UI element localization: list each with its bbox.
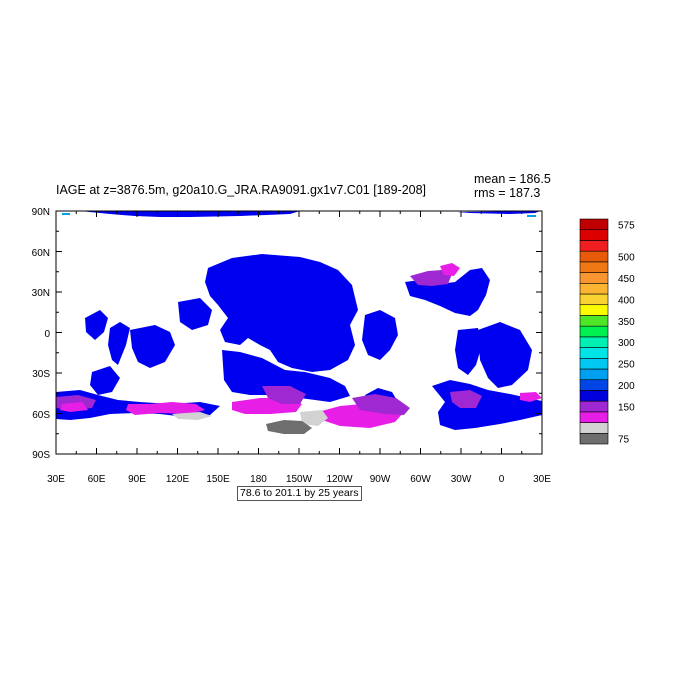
lon-tick-label: 120E <box>166 474 190 485</box>
lon-tick-label: 30E <box>533 474 551 485</box>
colorbar-label: 300 <box>618 338 635 349</box>
colorbar-swatch <box>579 357 609 370</box>
colorbar-swatch <box>579 218 609 231</box>
field-arctic-cyan-left <box>62 213 70 215</box>
lon-tick-label: 150W <box>286 474 313 485</box>
field-arctic-cyan-right <box>527 215 536 217</box>
field-arctic-blue <box>80 211 300 217</box>
colorbar-swatch <box>579 250 609 263</box>
colorbar-label: 500 <box>618 253 635 264</box>
field-purple-pacific-east <box>352 394 410 415</box>
colorbar-swatch <box>579 422 609 434</box>
lon-tick-label: 150E <box>206 474 230 485</box>
field-indian-south <box>90 366 120 395</box>
colorbar-label: 400 <box>618 295 635 306</box>
field-indian-east <box>85 310 108 340</box>
colorbar-swatch <box>579 379 609 391</box>
field-atlantic-east <box>478 322 532 388</box>
field-magenta-west <box>60 402 88 412</box>
lon-tick-label: 60E <box>88 474 106 485</box>
colorbar-swatch <box>579 336 609 348</box>
field-magenta-north-atlantic <box>440 263 460 276</box>
field-pacific-north <box>205 254 358 372</box>
field-pacific-east <box>362 310 398 360</box>
lat-tick-label: 30N <box>32 288 50 299</box>
field-magenta-atlantic <box>520 392 542 402</box>
field-atlantic-central <box>455 328 482 375</box>
field-magenta-indian <box>126 402 205 415</box>
lat-tick-label: 0 <box>44 329 50 340</box>
lon-tick-label: 180 <box>250 474 267 485</box>
lon-tick-label: 30W <box>451 474 472 485</box>
field-grey-dark <box>266 420 312 434</box>
colorbar-swatch <box>579 261 609 273</box>
lon-tick-label: 90E <box>128 474 146 485</box>
colorbar-swatch <box>579 293 609 306</box>
field-atlantic-south <box>432 380 542 430</box>
field-purple-pacific <box>262 386 306 404</box>
colorbar-swatch <box>579 411 609 423</box>
field-indian-west <box>108 322 130 365</box>
colorbar <box>579 218 609 445</box>
colorbar-swatch <box>579 400 609 413</box>
colorbar-label: 575 <box>618 220 635 231</box>
lon-tick-label: 120W <box>326 474 353 485</box>
lon-tick-label: 0 <box>499 474 505 485</box>
rms-value: rms = 187.3 <box>474 186 541 200</box>
field-north-atlantic <box>405 268 490 316</box>
lat-tick-label: 90N <box>32 207 50 218</box>
field-purple-atlantic <box>450 390 482 408</box>
field-pacific-west <box>178 298 212 330</box>
colorbar-swatch <box>579 282 609 295</box>
colorbar-label: 250 <box>618 360 635 371</box>
colorbar-swatch <box>579 325 609 338</box>
lat-tick-label: 60S <box>32 410 50 421</box>
lat-tick-label: 60N <box>32 248 50 259</box>
lon-tick-label: 60W <box>410 474 431 485</box>
map-field <box>56 211 542 434</box>
mean-value: mean = 186.5 <box>474 172 551 186</box>
field-indian-center <box>130 325 175 368</box>
field-purple-north-atlantic <box>410 270 452 286</box>
colorbar-swatch <box>579 390 609 402</box>
colorbar-label: 200 <box>618 381 635 392</box>
colorbar-labels: 575 500 450 400 350 300 250 200 150 75 <box>618 220 635 445</box>
colorbar-swatch <box>579 315 609 327</box>
field-pacific-south <box>222 350 350 402</box>
contour-range-note: 78.6 to 201.1 by 25 years <box>237 486 362 501</box>
lat-tick-label: 90S <box>32 450 50 461</box>
lon-tick-label: 90W <box>370 474 391 485</box>
axis-ticks <box>55 210 543 455</box>
colorbar-swatch <box>579 368 609 381</box>
lon-tick-label: 30E <box>47 474 65 485</box>
field-grey-lightgrey-2 <box>300 410 328 426</box>
lat-axis: 90N 60N 30N 0 30S 60S 90S <box>32 207 51 461</box>
colorbar-swatch <box>579 432 609 445</box>
colorbar-label: 75 <box>618 435 630 446</box>
colorbar-label: 350 <box>618 317 635 328</box>
colorbar-label: 450 <box>618 274 635 285</box>
colorbar-swatch <box>579 240 609 252</box>
colorbar-label: 150 <box>618 403 635 414</box>
colorbar-swatch <box>579 272 609 284</box>
plot-title: IAGE at z=3876.5m, g20a10.G_JRA.RA9091.g… <box>56 183 427 197</box>
field-grey-lightgrey-1 <box>172 412 212 420</box>
colorbar-swatch <box>579 229 609 241</box>
field-arctic-right <box>457 211 540 214</box>
colorbar-swatch <box>579 304 609 316</box>
lon-axis: 30E 60E 90E 120E 150E 180 150W 120W 90W … <box>47 474 551 485</box>
lat-tick-label: 30S <box>32 369 50 380</box>
colorbar-swatch <box>579 347 609 359</box>
